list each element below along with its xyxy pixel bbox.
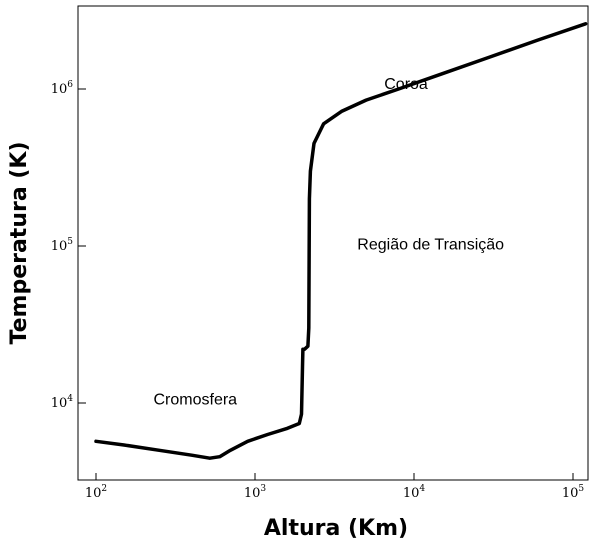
x-tick-label: 104 <box>403 484 426 501</box>
x-tick-label: 103 <box>244 484 267 501</box>
plot-frame <box>77 5 589 481</box>
x-tick-label: 105 <box>562 484 585 501</box>
y-axis-ticks: 104 105 106 <box>51 80 86 411</box>
y-tick-label: 105 <box>51 237 74 254</box>
annotation-label: Cromosfera <box>154 391 238 408</box>
y-axis-title: Temperatura (K) <box>7 142 32 345</box>
annotation-label: Região de Transição <box>357 236 504 253</box>
x-axis-ticks: 102 103 104 105 <box>85 473 585 501</box>
temperature-curve <box>94 22 588 460</box>
x-axis-title: Altura (Km) <box>264 516 408 541</box>
x-tick-label: 102 <box>85 484 107 501</box>
y-tick-label: 106 <box>51 80 74 97</box>
region-annotations: Coroa Região de Transição Cromosfera <box>154 76 505 408</box>
annotation-label: Coroa <box>384 76 428 93</box>
y-tick-label: 104 <box>51 394 74 411</box>
